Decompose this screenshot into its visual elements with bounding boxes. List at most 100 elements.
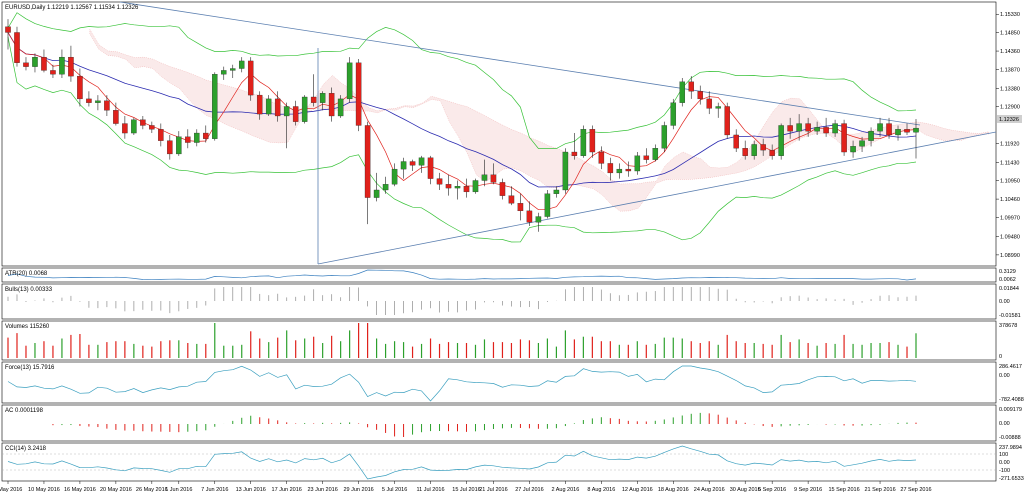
bearish-candle-body xyxy=(598,151,605,164)
bollinger-upper-line xyxy=(7,12,917,149)
candle xyxy=(14,26,20,67)
candle xyxy=(140,115,146,130)
main-panel-frame xyxy=(1,1,997,267)
date-tick-label: 27 Sep 2016 xyxy=(900,487,931,493)
bullish-candle-body xyxy=(562,151,569,191)
candle xyxy=(670,98,677,130)
candle xyxy=(382,176,389,194)
candle xyxy=(104,95,110,116)
bullish-candle-body xyxy=(391,168,398,185)
volumes-title: Volumes 115260 xyxy=(5,324,50,330)
main-price-panel[interactable]: EURUSD,Daily 1.12219 1.12567 1.11534 1.1… xyxy=(1,1,1022,267)
candle xyxy=(778,123,784,160)
candle xyxy=(194,129,200,147)
date-tick-label: 24 Aug 2016 xyxy=(694,487,725,493)
candle xyxy=(463,178,470,198)
volumes-panel[interactable]: Volumes 115260 378678 0 xyxy=(1,320,1017,361)
bullish-candle-body xyxy=(715,106,721,109)
date-tick-label: 12 Aug 2016 xyxy=(622,487,653,493)
bullish-candle-body xyxy=(301,96,308,122)
bulls-power-panel[interactable]: Bulls(13) 0.00333 0.01844 0.00 -0.01581 xyxy=(1,283,1021,320)
candle xyxy=(850,140,856,158)
downtrend-line[interactable] xyxy=(119,1,921,126)
volumes-axis-top: 378678 xyxy=(999,323,1017,329)
bearish-candle-body xyxy=(41,56,47,71)
bearish-candle-body xyxy=(409,161,416,166)
candle xyxy=(400,157,407,179)
candle xyxy=(68,45,74,82)
force-index-panel[interactable]: Force(13) 15.7916 286.4617 0.00 -782.408… xyxy=(1,361,1024,404)
candle xyxy=(868,127,874,147)
candle xyxy=(859,136,865,153)
candle xyxy=(41,49,47,73)
atr-title: ATR(20) 0.0068 xyxy=(5,271,48,277)
bearish-candle-body xyxy=(526,210,533,223)
cci-title: CCI(14) 3.2418 xyxy=(5,446,47,452)
candle xyxy=(59,49,65,79)
bearish-candle-body xyxy=(571,151,578,156)
price-tick-label: 1.14850 xyxy=(1000,30,1020,36)
bearish-candle-body xyxy=(625,168,632,172)
accelerator-panel[interactable]: AC 0.0001198 0.009179 0.00 -0.00888 xyxy=(1,404,1022,442)
bearish-candle-body xyxy=(805,123,811,132)
candle xyxy=(5,19,11,50)
price-tick-label: 1.10950 xyxy=(1000,178,1020,184)
bearish-candle-body xyxy=(77,75,83,100)
candle xyxy=(427,155,434,185)
bearish-candle-body xyxy=(14,32,20,63)
bullish-candle-body xyxy=(616,168,623,174)
bearish-candle-body xyxy=(23,62,29,67)
bullish-candle-body xyxy=(176,136,182,155)
atr-panel[interactable]: ATR(20) 0.0068 0.3129 0.0062 xyxy=(1,267,1016,283)
bearish-candle-body xyxy=(724,106,730,136)
price-tick-label: 1.11920 xyxy=(1000,142,1019,148)
bearish-candle-body xyxy=(427,157,434,179)
bearish-candle-body xyxy=(140,119,146,126)
candlestick-series[interactable] xyxy=(5,19,919,232)
candle xyxy=(77,68,83,107)
date-tick-label: 30 Aug 2016 xyxy=(730,487,761,493)
bearish-candle-body xyxy=(688,81,694,92)
bearish-candle-body xyxy=(113,110,119,124)
candle xyxy=(436,172,443,190)
ac-axis-zero: 0.00 xyxy=(999,421,1010,427)
candle xyxy=(355,59,362,132)
bullish-candle-body xyxy=(850,146,856,153)
price-tick-label: 1.13380 xyxy=(1000,86,1020,92)
bearish-candle-body xyxy=(769,149,775,156)
candle xyxy=(86,91,92,107)
bullish-candle-body xyxy=(283,106,290,117)
candle xyxy=(373,172,380,202)
candle xyxy=(238,57,245,73)
atr-panel-frame xyxy=(1,267,997,283)
candle xyxy=(553,186,560,198)
bearish-candle-body xyxy=(328,93,335,117)
bulls-power-histogram xyxy=(7,287,917,315)
bulls-axis-zero: 0.00 xyxy=(999,299,1010,305)
cci-panel[interactable]: CCI(14) 3.2418 237.9894 100 0.00 -100 -2… xyxy=(1,442,1024,482)
date-tick-label: 27 Jul 2016 xyxy=(515,487,543,493)
bullish-candle-body xyxy=(868,131,874,141)
uptrend-line[interactable] xyxy=(317,131,997,265)
price-axis: 1.15330 1.14850 1.14360 1.13870 1.13380 1.129… xyxy=(996,12,1020,259)
candle xyxy=(310,74,317,107)
bearish-candle-body xyxy=(517,203,524,212)
cci-line xyxy=(7,445,917,480)
force-axis-bottom: -782.4088 xyxy=(999,397,1024,403)
candle xyxy=(346,57,353,103)
candle xyxy=(283,102,290,149)
bearish-candle-body xyxy=(203,132,209,139)
candle xyxy=(32,53,38,73)
bearish-candle-body xyxy=(589,129,596,153)
bullish-candle-body xyxy=(913,127,919,133)
price-tick-label: 1.12900 xyxy=(1000,104,1020,110)
moving-average-slow-line xyxy=(7,32,917,188)
candle xyxy=(113,102,119,126)
candle xyxy=(652,144,659,162)
candle xyxy=(499,178,506,200)
bearish-candle-body xyxy=(122,123,128,134)
ichimoku-cloud xyxy=(89,28,989,212)
bullish-candle-body xyxy=(544,193,551,217)
ac-panel-frame xyxy=(1,404,997,442)
